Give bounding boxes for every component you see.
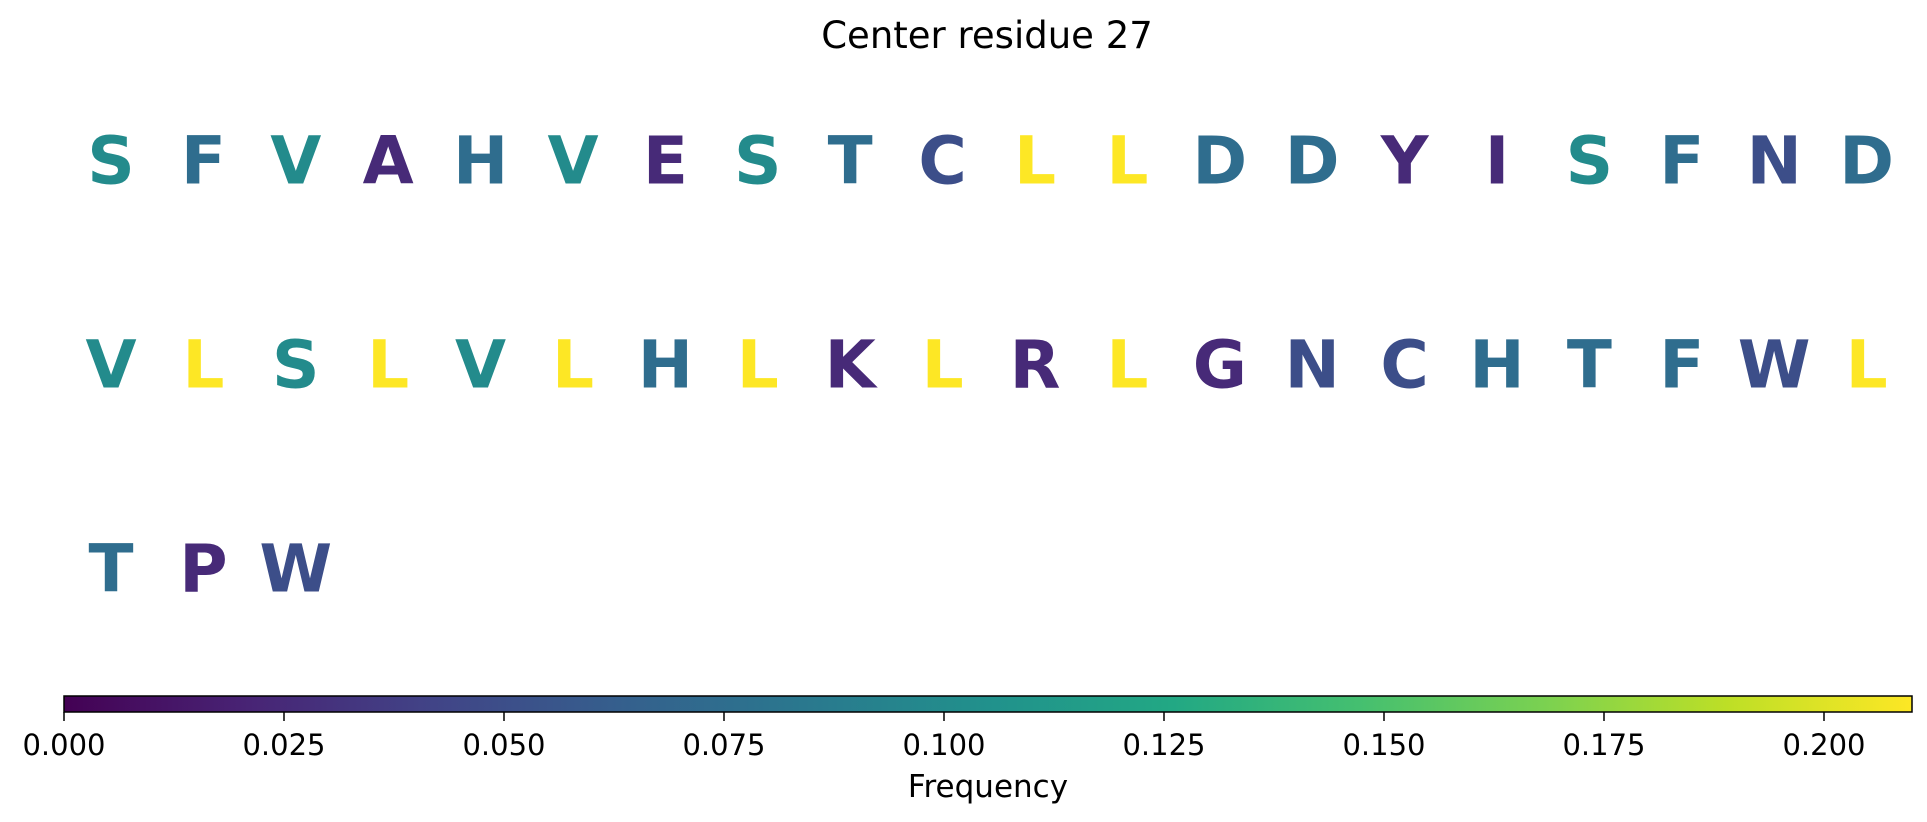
residue-letter: Y [1380, 123, 1430, 200]
colorbar-tick-label: 0.150 [1342, 728, 1425, 762]
residue-letter: H [638, 327, 693, 404]
residue-letter: D [1285, 123, 1340, 200]
residue-letter: A [363, 123, 414, 200]
residue-letter: T [88, 531, 133, 608]
residue-letter: W [1738, 327, 1811, 404]
residue-letter: V [85, 327, 136, 404]
residue-letter: S [87, 123, 135, 200]
residue-letter: P [179, 531, 227, 608]
colorbar-tick-label: 0.075 [682, 728, 765, 762]
residue-letter: V [455, 327, 506, 404]
colorbar-tick-label: 0.050 [462, 728, 545, 762]
residue-letter: E [643, 123, 688, 200]
colorbar-label: Frequency [908, 769, 1068, 805]
residue-letter: L [737, 327, 779, 404]
residue-letter: D [1839, 123, 1894, 200]
residue-letter: N [1285, 327, 1340, 404]
residue-letter: L [1106, 327, 1148, 404]
residue-letter: C [1380, 327, 1428, 404]
colorbar: 0.000 0.025 0.050 0.075 0.100 0.125 0.150 0.175… [22, 695, 1913, 805]
residue-letter: L [1106, 123, 1148, 200]
residue-letter: V [270, 123, 321, 200]
residue-letter: L [1014, 123, 1056, 200]
residue-letter: H [453, 123, 508, 200]
residue-grid: S F V A H V E S T C L L D D Y I S F N DV L S L V L H L K L R L G N C H T F W L… [85, 123, 1894, 608]
residue-letter: S [272, 327, 320, 404]
colorbar-tick-label: 0.025 [242, 728, 325, 762]
residue-letter: T [1567, 327, 1612, 404]
residue-letter: D [1192, 123, 1247, 200]
residue-letter: C [918, 123, 966, 200]
residue-letter: L [182, 327, 224, 404]
residue-letter: S [1566, 123, 1614, 200]
residue-letter: F [181, 123, 226, 200]
residue-letter: R [1010, 327, 1061, 404]
residue-letter: H [1469, 327, 1524, 404]
residue-letter: F [1659, 327, 1704, 404]
colorbar-tick-label: 0.175 [1562, 728, 1645, 762]
residue-letter: T [828, 123, 873, 200]
residue-letter: L [922, 327, 964, 404]
residue-letter: L [552, 327, 594, 404]
colorbar-tick-label: 0.200 [1782, 728, 1865, 762]
residue-letter: V [547, 123, 598, 200]
colorbar-tick-label: 0.000 [22, 728, 105, 762]
residue-letter: L [1846, 327, 1888, 404]
residue-letter: L [367, 327, 409, 404]
residue-letter: I [1485, 123, 1510, 200]
residue-letter: F [1659, 123, 1704, 200]
colorbar-tick-label: 0.125 [1122, 728, 1205, 762]
colorbar-gradient [63, 695, 1913, 713]
residue-letter: K [825, 327, 879, 404]
residue-letter: N [1747, 123, 1802, 200]
colorbar-tick-label: 0.100 [902, 728, 985, 762]
residue-letter: W [259, 531, 332, 608]
residue-letter: G [1193, 327, 1247, 404]
residue-letter: S [734, 123, 782, 200]
colorbar-ticks: 0.000 0.025 0.050 0.075 0.100 0.125 0.150 0.175… [22, 712, 1866, 762]
chart-title: Center residue 27 [821, 14, 1153, 57]
